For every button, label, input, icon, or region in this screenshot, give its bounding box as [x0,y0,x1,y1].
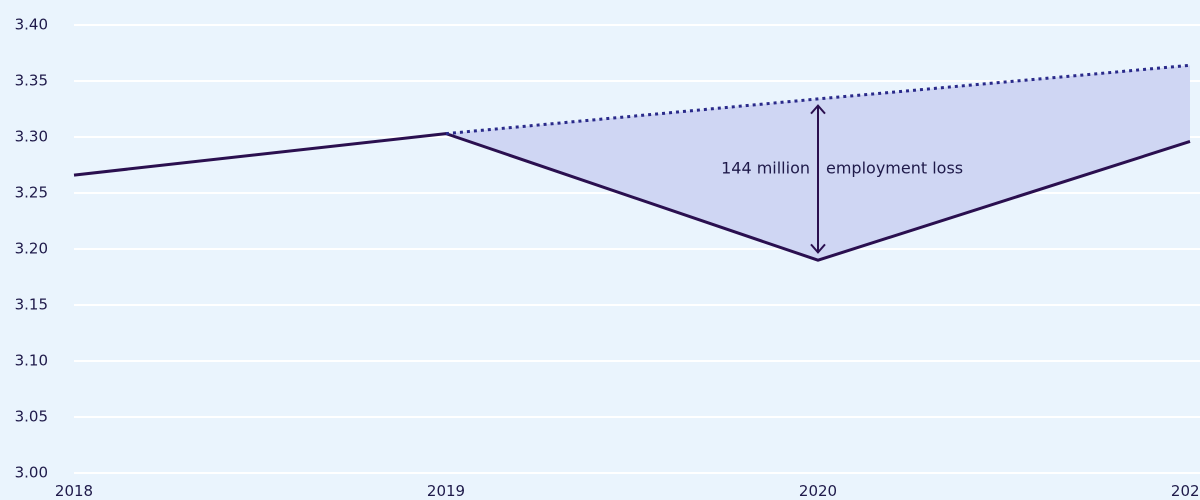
x-axis-ticks: 2018 2019 2020 2021 [55,482,1200,500]
y-tick-label: 3.40 [15,16,48,34]
annotation-arrowhead-bottom [810,243,826,254]
annotation-layer: 144 million employment loss [721,104,963,254]
annotation-label-right: employment loss [826,159,963,178]
y-axis-ticks: 3.00 3.05 3.10 3.15 3.20 3.25 3.30 3.35 3.40 [15,16,48,482]
x-tick-label: 2018 [55,482,93,500]
annotation-label-left: 144 million [721,159,810,178]
series-line-actual [73,132,1191,262]
y-tick-label: 3.10 [15,352,48,370]
y-tick-label: 3.35 [15,72,48,90]
x-tick-label: 2021 [1171,482,1200,500]
y-tick-label: 3.00 [15,464,48,482]
series-layer [73,63,1191,262]
y-tick-label: 3.05 [15,408,48,426]
y-tick-label: 3.15 [15,296,48,314]
y-tick-label: 3.20 [15,240,48,258]
x-tick-label: 2020 [799,482,837,500]
annotation-arrowhead-top [810,104,826,115]
x-tick-label: 2019 [427,482,465,500]
y-tick-label: 3.25 [15,184,48,202]
y-tick-label: 3.30 [15,128,48,146]
